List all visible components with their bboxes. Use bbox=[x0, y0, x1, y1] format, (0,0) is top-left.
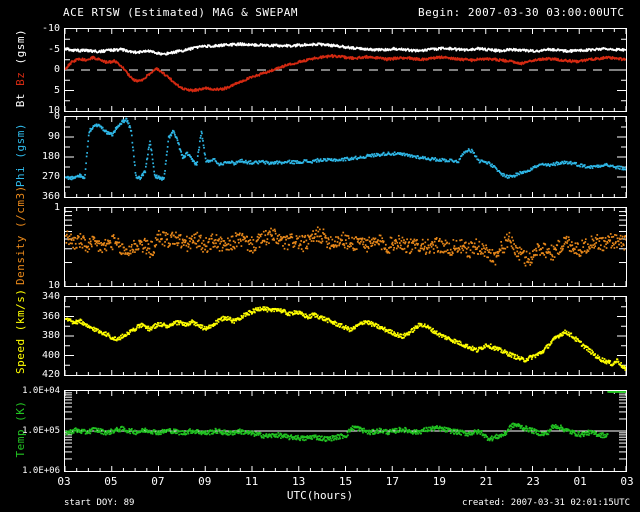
y-tick-label-phi: 90 bbox=[47, 131, 60, 142]
plot-panel-speed bbox=[64, 296, 627, 376]
x-tick-label: 01 bbox=[573, 475, 587, 488]
plot-area-density bbox=[65, 208, 626, 286]
x-axis-label: UTC(hours) bbox=[286, 489, 354, 502]
y-tick-label-temp: 1.0E+06 bbox=[22, 466, 60, 476]
y-tick-label-mag: 5 bbox=[53, 84, 60, 96]
plot-area-temp bbox=[65, 391, 626, 471]
plot-panel-temp bbox=[64, 390, 627, 472]
y-tick-label-phi: 0 bbox=[53, 111, 60, 122]
x-tick-label: 03 bbox=[620, 475, 634, 488]
y-tick-label-speed: 340 bbox=[41, 291, 60, 302]
y-tick-label-mag: 10 bbox=[47, 105, 60, 116]
begin-timestamp: Begin: 2007-03-30 03:00:00UTC bbox=[418, 6, 625, 19]
x-tick-label: 03 bbox=[57, 475, 71, 488]
y-tick-label-mag: -5 bbox=[47, 43, 60, 55]
y-tick-label-mag: -10 bbox=[41, 23, 60, 34]
y-tick-label-speed: 360 bbox=[41, 310, 60, 322]
y-tick-label-phi: 180 bbox=[41, 151, 60, 162]
y-tick-label-temp: 1.0E+05 bbox=[22, 426, 60, 436]
page-title: ACE RTSW (Estimated) MAG & SWEPAM bbox=[63, 6, 299, 19]
plot-panel-phi bbox=[64, 116, 627, 198]
plot-area-mag bbox=[65, 29, 626, 111]
x-tick-label: 11 bbox=[245, 475, 259, 488]
y-tick-label-speed: 420 bbox=[41, 369, 60, 380]
plot-panel-mag bbox=[64, 28, 627, 112]
x-tick-label: 09 bbox=[198, 475, 212, 488]
y-tick-label-phi: 360 bbox=[41, 191, 60, 202]
created-label: created: 2007-03-31 02:01:15UTC bbox=[462, 498, 630, 508]
y-axis-label-density: Density (/cm3) bbox=[14, 185, 27, 285]
y-tick-label-mag: 0 bbox=[53, 64, 60, 75]
y-tick-label-temp: 1.0E+04 bbox=[22, 386, 60, 396]
y-tick-label-density: 10 bbox=[47, 280, 60, 291]
plot-area-phi bbox=[65, 117, 626, 197]
x-tick-label: 21 bbox=[479, 475, 493, 488]
y-tick-label-speed: 380 bbox=[41, 330, 60, 341]
plot-panel-density bbox=[64, 207, 627, 287]
plot-area-speed bbox=[65, 297, 626, 375]
x-tick-label: 17 bbox=[385, 475, 400, 488]
x-tick-label: 15 bbox=[338, 475, 353, 488]
x-tick-label: 13 bbox=[291, 475, 306, 488]
y-tick-label-speed: 400 bbox=[41, 349, 60, 361]
x-tick-label: 19 bbox=[432, 475, 446, 488]
start-doy-label: start DOY: 89 bbox=[64, 498, 135, 508]
y-tick-label-phi: 270 bbox=[41, 171, 60, 182]
y-tick-label-density: 1 bbox=[53, 202, 60, 213]
x-tick-label: 23 bbox=[526, 475, 540, 488]
x-tick-label: 05 bbox=[104, 475, 118, 488]
x-tick-label: 07 bbox=[151, 475, 165, 488]
